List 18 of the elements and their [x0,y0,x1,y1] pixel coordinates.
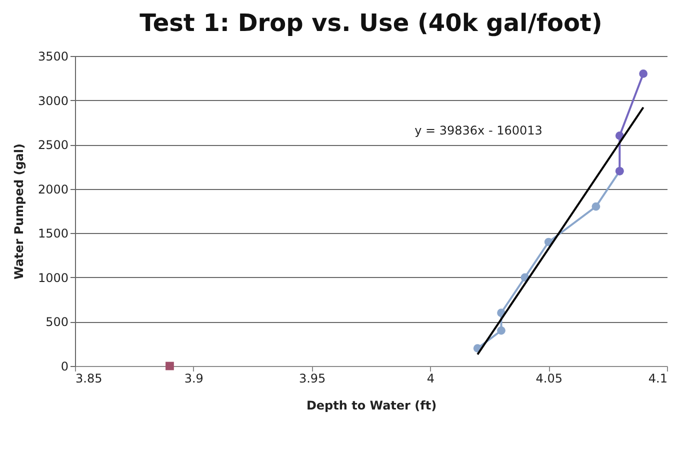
x-tick-label: 4 [426,372,435,386]
x-tick-label: 3.9 [184,372,204,386]
y-tick-label: 0 [60,360,68,374]
annotation: y = 39836x - 160013 [414,123,542,138]
x-tick-label: 4.05 [536,372,562,386]
y-tick-label: 3500 [38,50,68,64]
x-axis-title: Depth to Water (ft) [306,398,437,412]
x-tick-label: 4.1 [648,372,668,386]
y-tick-label: 1000 [38,270,68,285]
chart-title: Test 1: Drop vs. Use (40k gal/foot) [140,9,602,37]
y-tick-label: 3000 [38,94,68,108]
y-axis-title: Water Pumped (gal) [12,144,26,280]
y-tick-label: 500 [46,315,68,330]
y-tick-label: 2500 [38,138,68,152]
y-tick-label: 1500 [38,226,68,241]
y-tick-label: 2000 [38,182,68,196]
x-tick-label: 3.95 [298,372,326,386]
x-tick-label: 3.85 [76,372,102,386]
